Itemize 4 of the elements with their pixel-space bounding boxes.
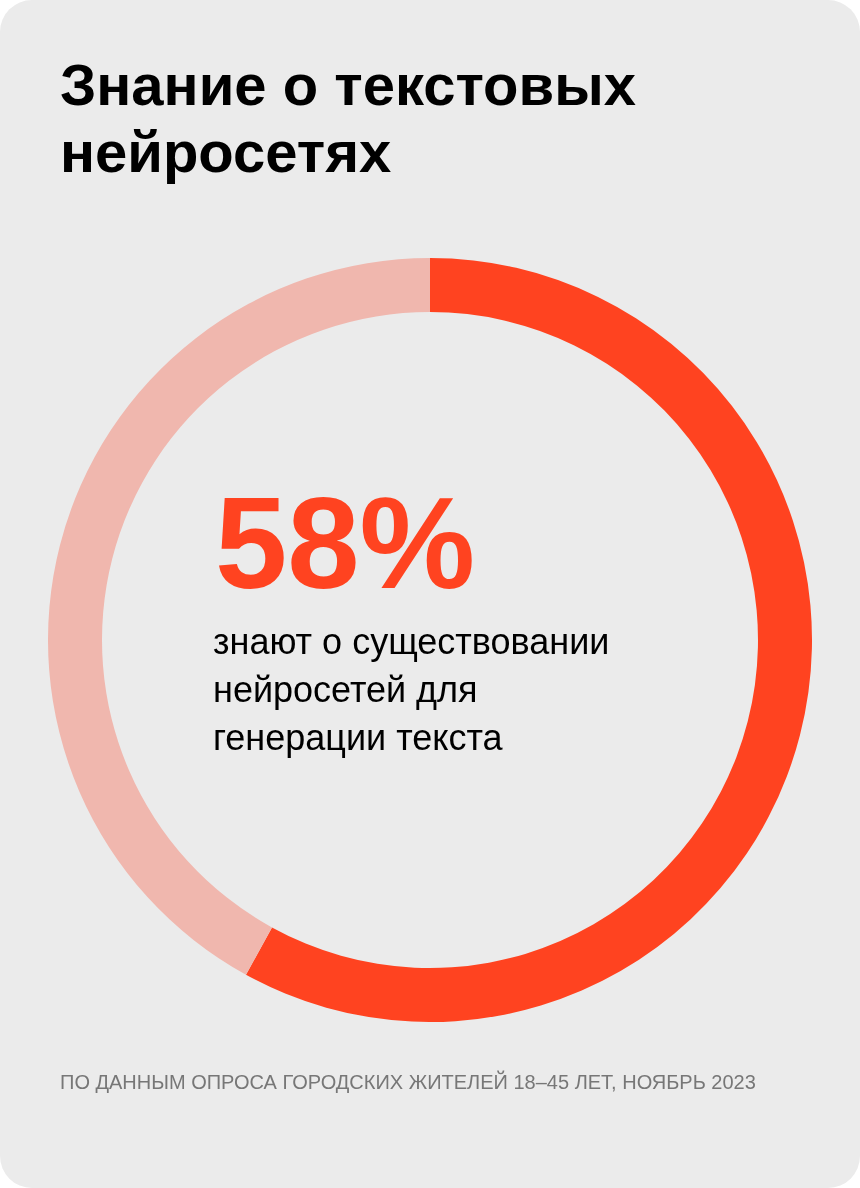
- chart-title: Знание о текстовых нейросетях: [60, 52, 637, 186]
- slice-label: знают о существовании нейросетей для генерации текста: [213, 620, 611, 760]
- data-label: 58%: [215, 470, 476, 616]
- text: ПО ДАННЫМ ОПРОСА ГОРОДСКИХ ЖИТЕЛЕЙ 18–45 ЛЕТ, НОЯБРЬ 2023: [60, 1069, 757, 1095]
